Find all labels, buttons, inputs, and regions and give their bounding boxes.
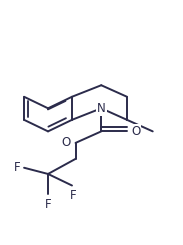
Text: N: N	[97, 102, 106, 115]
Text: O: O	[131, 125, 141, 138]
Text: O: O	[62, 135, 71, 148]
Text: F: F	[70, 189, 76, 202]
Text: F: F	[45, 198, 51, 211]
Text: F: F	[14, 161, 20, 174]
